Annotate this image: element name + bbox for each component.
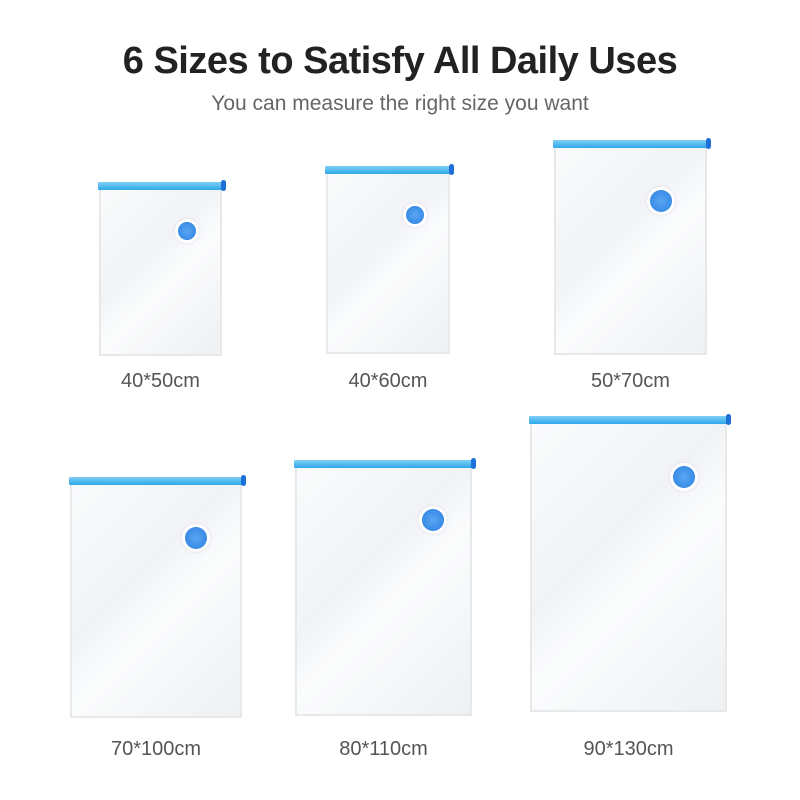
zipper-slider bbox=[221, 180, 226, 191]
vacuum-bag bbox=[529, 414, 731, 712]
zipper-slider bbox=[726, 414, 731, 425]
zipper bbox=[325, 164, 454, 175]
zipper bbox=[69, 475, 246, 486]
zipper-slider bbox=[449, 164, 454, 175]
size-label: 80*110cm bbox=[339, 738, 428, 760]
valve-icon bbox=[422, 509, 444, 531]
size-label: 40*60cm bbox=[348, 370, 428, 392]
bag-body bbox=[99, 188, 222, 356]
bag-body bbox=[70, 483, 242, 718]
zipper bbox=[529, 414, 731, 425]
vacuum-bag bbox=[553, 138, 711, 355]
vacuum-bag bbox=[98, 180, 226, 356]
zipper-slider bbox=[241, 475, 246, 486]
bag-body bbox=[326, 172, 450, 354]
size-label: 90*130cm bbox=[583, 738, 674, 760]
size-label: 50*70cm bbox=[591, 370, 670, 392]
vacuum-bag bbox=[69, 475, 246, 718]
zipper bbox=[294, 458, 476, 469]
zipper bbox=[98, 180, 226, 191]
valve-icon bbox=[178, 222, 196, 240]
vacuum-bag bbox=[325, 164, 454, 354]
page-title: 6 Sizes to Satisfy All Daily Uses bbox=[122, 40, 678, 82]
bag-body bbox=[295, 466, 472, 716]
size-label: 40*50cm bbox=[121, 370, 200, 392]
bag-body bbox=[554, 146, 707, 355]
size-label: 70*100cm bbox=[110, 738, 202, 760]
valve-icon bbox=[185, 527, 207, 549]
valve-icon bbox=[650, 190, 672, 212]
page-subtitle: You can measure the right size you want bbox=[211, 92, 589, 115]
valve-icon bbox=[673, 466, 695, 488]
vacuum-bag bbox=[294, 458, 476, 716]
bag-body bbox=[530, 422, 727, 712]
zipper-slider bbox=[706, 138, 711, 149]
zipper bbox=[553, 138, 711, 149]
valve-icon bbox=[406, 206, 424, 224]
zipper-slider bbox=[471, 458, 476, 469]
